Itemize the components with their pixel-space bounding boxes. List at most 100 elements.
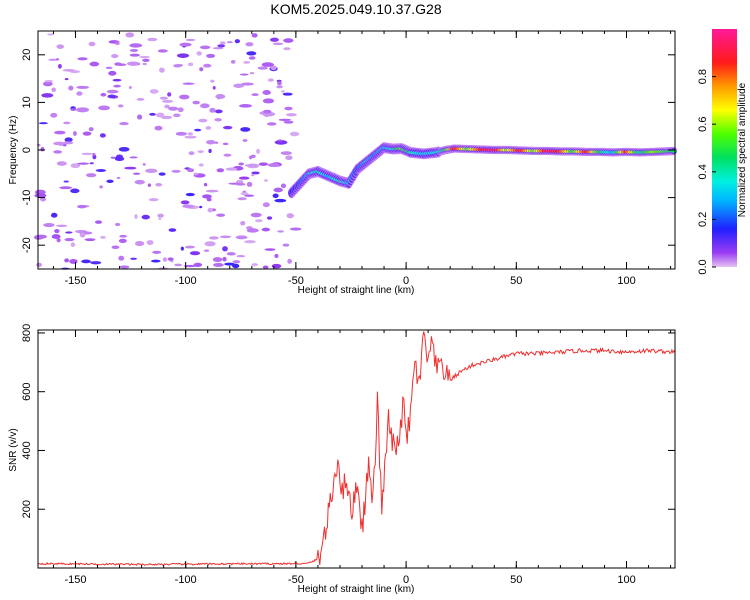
noise-blob [88,41,96,47]
noise-blob [55,224,68,227]
x-tick-label: 100 [617,574,635,586]
noise-blob [282,243,290,247]
noise-blob [158,217,162,221]
noise-blob [159,96,169,100]
noise-blob [179,42,192,47]
noise-blob [64,78,69,81]
noise-blob [246,51,257,56]
snr-series-line [37,331,676,567]
noise-blob [41,93,54,98]
noise-blob [56,44,65,49]
noise-blob [70,163,81,169]
noise-blob [118,255,125,261]
noise-blob [184,245,195,249]
noise-blob [154,125,163,131]
noise-blob [280,183,287,189]
noise-blob [192,100,200,105]
noise-blob [118,147,130,152]
noise-blob [208,148,212,154]
noise-blob [204,241,216,247]
noise-blob [141,214,150,220]
noise-blob [171,169,181,173]
noise-blob [124,166,137,170]
noise-blob [38,122,49,125]
noise-blob [205,189,219,193]
noise-blob [48,58,58,61]
noise-blob [274,198,287,203]
noise-blob [100,92,107,97]
noise-blob [284,106,293,111]
noise-blob [282,92,293,96]
noise-blob [276,85,283,89]
noise-blob [119,265,130,269]
noise-blob [262,98,275,104]
noise-blob [76,91,83,96]
noise-blob [214,118,222,122]
noise-blob [246,181,253,187]
y-tick-label: 20 [21,49,33,61]
noise-blob [264,113,270,117]
y-tick-label: 800 [21,324,33,342]
noise-blob [217,44,226,48]
noise-blob [278,118,291,122]
noise-blob [54,229,60,234]
noise-blob [277,81,282,86]
noise-blob [68,85,74,91]
noise-blob [251,263,259,267]
noise-blob [276,139,284,142]
noise-blob [164,104,170,109]
noise-blob [168,106,179,111]
noise-blob [129,48,139,52]
noise-blob [79,232,86,238]
noise-blob [62,69,76,72]
noise-blob [69,259,78,264]
noise-blob [148,198,159,202]
noise-blob [184,135,197,139]
noise-blob [261,62,274,67]
noise-blob [36,262,43,267]
noise-blob [261,227,271,232]
noise-blob [222,256,227,262]
noise-blob [149,112,156,116]
noise-blob [209,236,219,240]
noise-blob [182,204,195,208]
noise-blob [40,197,47,202]
noise-blob [257,66,268,70]
noise-blob [142,163,146,166]
x-tick-label: -50 [288,574,304,586]
noise-blob [51,234,61,239]
noise-blob [112,78,122,82]
noise-blob [200,45,211,50]
noise-blob [213,262,224,267]
noise-blob [106,89,119,94]
noise-blob [230,60,236,64]
noise-blob [264,248,276,251]
noise-blob [177,107,184,113]
noise-blob [226,41,233,44]
noise-blob [137,114,143,120]
noise-blob [94,220,103,224]
noise-blob [199,67,204,72]
noise-blob [235,235,248,240]
noise-blob [73,131,77,136]
noise-blob [53,141,66,146]
noise-blob [150,259,161,263]
noise-blob [193,262,203,267]
noise-blob [152,250,162,254]
noise-blob [70,188,80,194]
noise-blob [232,260,241,264]
noise-blob [277,230,285,233]
y-tick-label: -10 [21,190,33,206]
noise-blob [246,228,259,233]
noise-blob [249,71,255,75]
noise-blob [44,80,54,83]
noise-blob [81,152,93,155]
noise-blob [222,142,229,146]
noise-blob [210,79,215,83]
noise-blob [167,257,174,261]
spectrogram-y-label: Frequency (Hz) [8,116,19,185]
noise-blob [262,265,269,269]
noise-blob [267,78,274,82]
